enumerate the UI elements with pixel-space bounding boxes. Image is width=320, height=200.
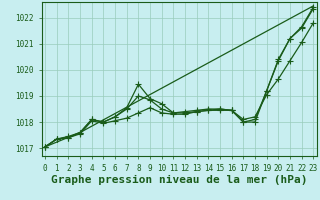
X-axis label: Graphe pression niveau de la mer (hPa): Graphe pression niveau de la mer (hPa) — [51, 175, 308, 185]
